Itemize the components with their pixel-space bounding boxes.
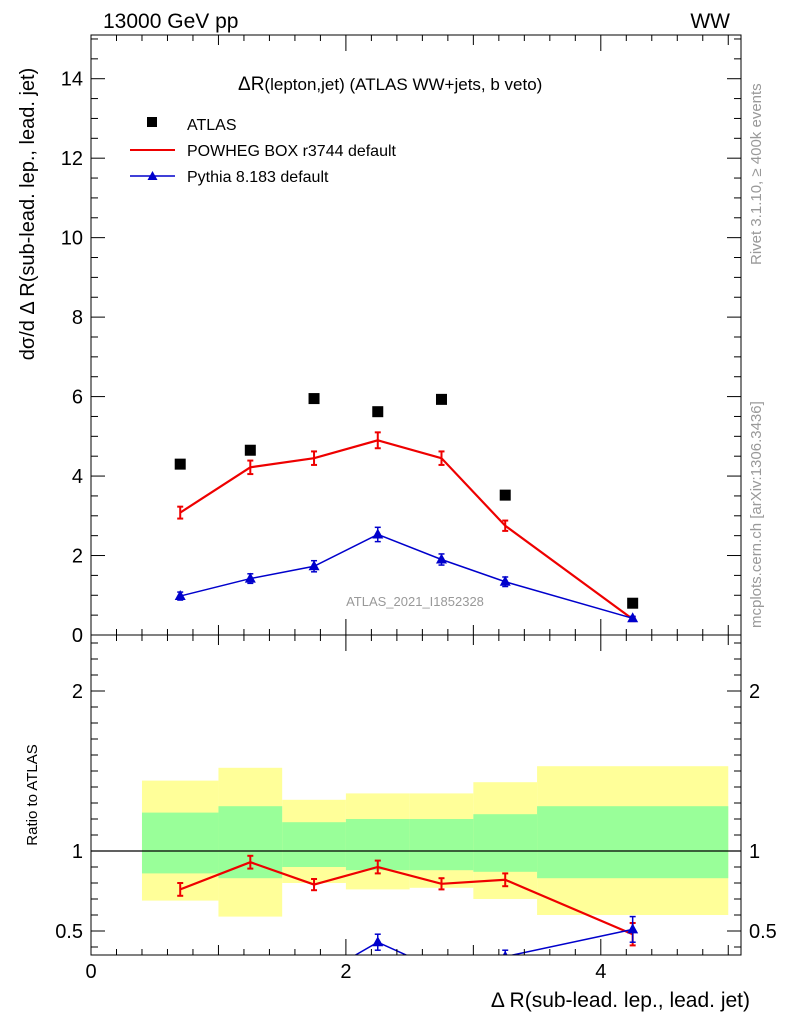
pythia-point — [174, 590, 186, 601]
ratio-ytick-label-right: 2 — [749, 681, 760, 703]
main-title: ΔR(lepton,jet) (ATLAS WW+jets, b veto) — [238, 74, 542, 95]
ratio-ytick-label-right: 0.5 — [749, 921, 777, 943]
legend-label-atlas: ATLAS — [187, 117, 237, 134]
mcplots-label: mcplots.cern.ch [arXiv:1306.3436] — [748, 401, 765, 628]
analysis-watermark: ATLAS_2021_I1852328 — [346, 594, 484, 609]
main-ytick-label: 10 — [61, 228, 83, 250]
main-ylabel: dσ/d Δ R(sub-lead. lep., lead. jet) — [17, 68, 39, 361]
legend-label-powheg: POWHEG BOX r3744 default — [187, 143, 397, 160]
ratio-band-inner — [141, 812, 219, 874]
main-ytick-label: 0 — [72, 625, 83, 647]
pythia-ratio-point — [309, 973, 320, 983]
pythia-point — [627, 612, 639, 623]
rivet-label: Rivet 3.1.10, ≥ 400k events — [748, 83, 765, 265]
pythia-point — [499, 575, 511, 586]
atlas-point — [627, 597, 639, 609]
pythia-point — [435, 553, 447, 564]
ratio-xlabel: Δ R(sub-lead. lep., lead. jet) — [491, 989, 750, 1012]
pythia-ratio-point — [436, 965, 447, 975]
main-axes: 0 2 4 6 8 10 12 14 — [61, 34, 742, 647]
ratio-xtick-label: 0 — [85, 961, 96, 983]
legend-label-pythia: Pythia 8.183 default — [187, 169, 329, 186]
powheg-line — [179, 439, 634, 620]
pythia-ratio-line — [354, 928, 633, 955]
ratio-band-inner — [473, 814, 538, 872]
ratio-ytick-label: 2 — [72, 681, 83, 703]
pythia-point — [372, 528, 384, 539]
main-ytick-label: 4 — [72, 466, 83, 488]
ratio-axes: 0.5 0.5 1 1 2 2 0 2 4 — [55, 634, 777, 983]
atlas-point — [499, 489, 511, 501]
atlas-point — [174, 458, 186, 470]
main-ytick-label: 2 — [72, 546, 83, 568]
title-rest: (lepton,jet) (ATLAS WW+jets, b veto) — [264, 75, 542, 94]
ratio-series-layer — [177, 854, 639, 983]
ratio-band-inner — [282, 822, 346, 867]
title-symbol: ΔR — [238, 74, 264, 95]
main-ytick-label: 6 — [72, 387, 83, 409]
legend-marker-atlas — [147, 117, 157, 127]
pythia-point — [308, 560, 320, 571]
process-label: WW — [690, 10, 730, 33]
atlas-point — [372, 406, 384, 418]
atlas-point — [308, 393, 320, 405]
pythia-ratio-point — [627, 923, 639, 934]
ratio-bands-layer — [91, 766, 741, 917]
ratio-frame — [90, 634, 742, 956]
ratio-ytick-label: 1 — [72, 841, 83, 863]
pythia-point — [244, 572, 256, 583]
legend: ATLAS POWHEG BOX r3744 default Pythia 8.… — [130, 117, 397, 186]
atlas-point — [435, 393, 447, 405]
ratio-xtick-label: 2 — [340, 961, 351, 983]
ratio-xtick-label: 4 — [595, 961, 606, 983]
ratio-band-inner — [409, 819, 474, 871]
legend-marker-pythia — [147, 171, 158, 180]
main-series-layer — [174, 393, 639, 623]
ratio-ytick-label-right: 1 — [749, 841, 760, 863]
ratio-ytick-label: 0.5 — [55, 921, 83, 943]
atlas-point — [244, 444, 256, 456]
main-ytick-label: 14 — [61, 69, 83, 91]
pythia-ratio-point — [502, 950, 508, 955]
ratio-band-inner — [537, 806, 729, 879]
main-ytick-label: 12 — [61, 148, 83, 170]
pythia-ratio-point — [372, 936, 384, 947]
ratio-ylabel: Ratio to ATLAS — [24, 744, 41, 845]
main-ytick-label: 8 — [72, 307, 83, 329]
energy-label: 13000 GeV pp — [103, 10, 238, 33]
